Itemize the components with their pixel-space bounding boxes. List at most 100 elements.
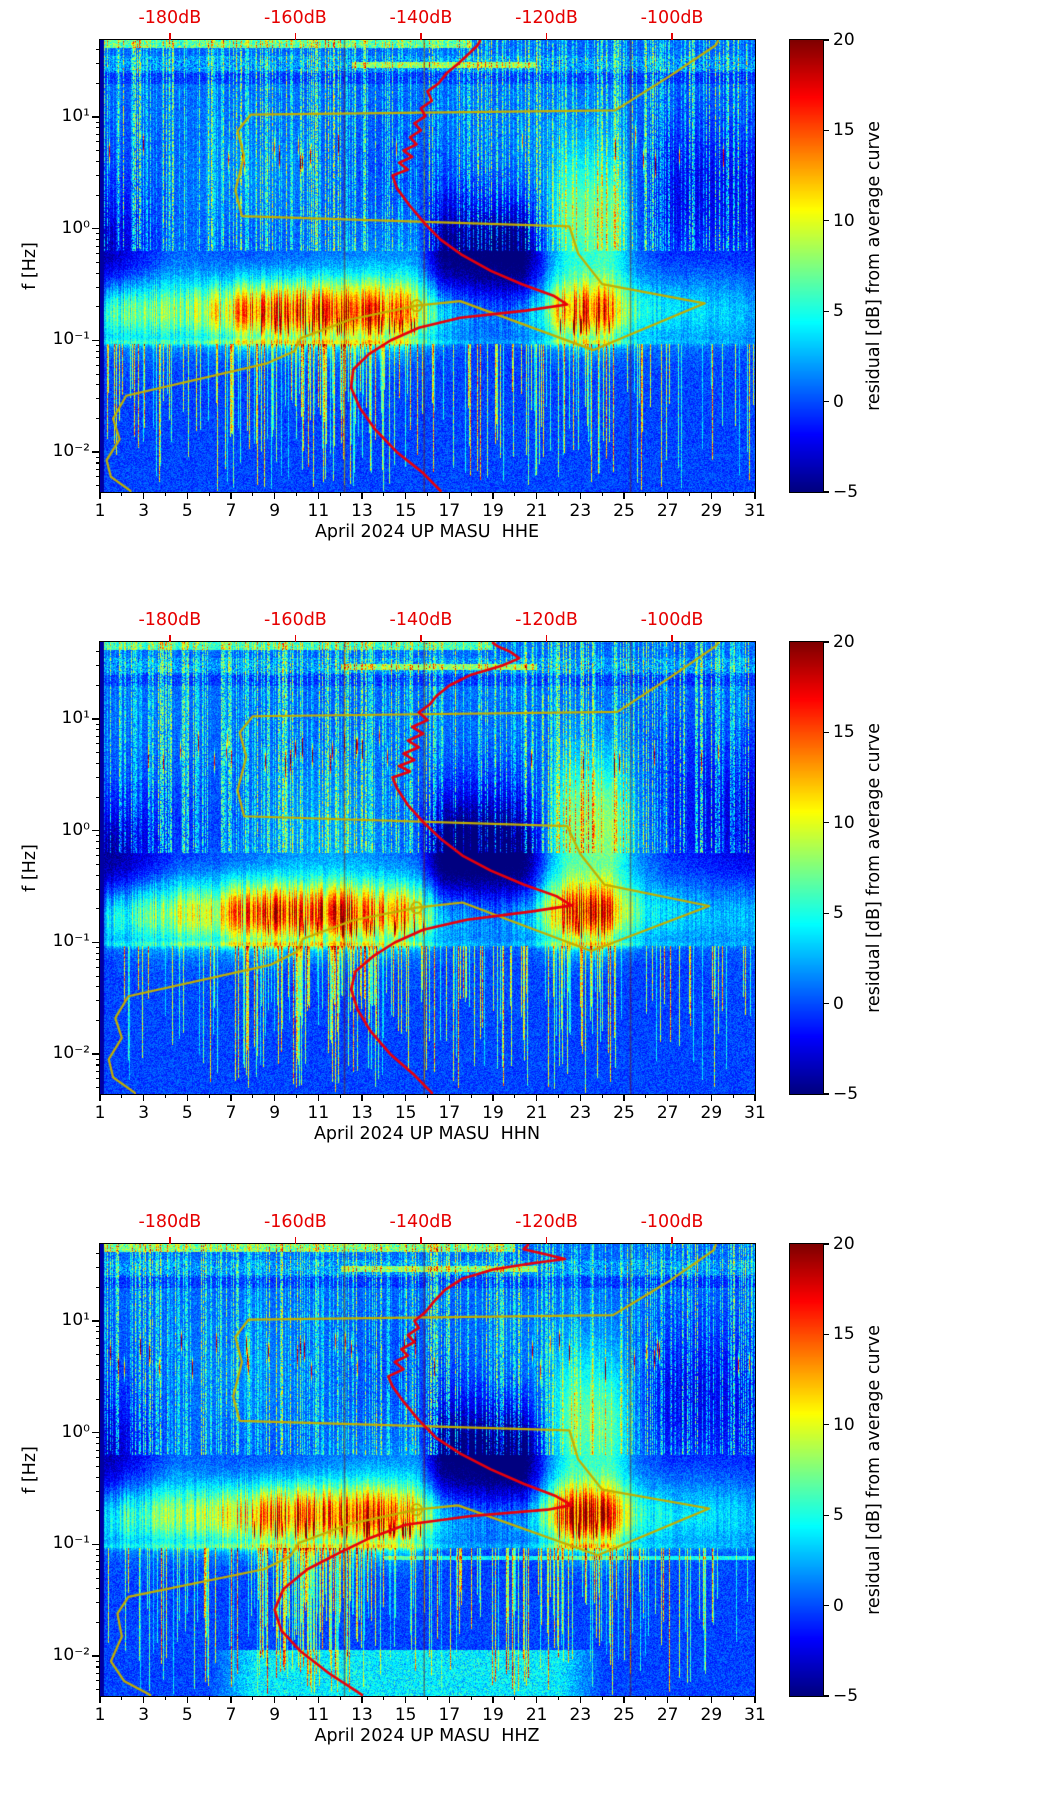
x-tick [492, 1094, 494, 1101]
top-db-tick [545, 635, 548, 642]
y-minor-tick [96, 1554, 100, 1556]
y-minor-tick [96, 63, 100, 65]
x-tick-label: 3 [138, 501, 150, 521]
y-tick-label: 10⁻² [52, 1645, 90, 1666]
y-minor-tick [96, 841, 100, 843]
y-minor-tick [96, 1437, 100, 1439]
x-tick-label: 29 [700, 501, 723, 521]
x-tick-label: 9 [269, 1705, 281, 1725]
y-minor-tick [96, 966, 100, 968]
x-tick-label: 17 [438, 1705, 461, 1725]
y-minor-tick [96, 1364, 100, 1367]
y-minor-tick [96, 1354, 100, 1356]
x-minor-tick [732, 1696, 734, 1700]
top-db-label: -180dB [138, 8, 202, 28]
x-tick-label: 5 [181, 501, 193, 521]
x-tick-label: 13 [351, 501, 373, 521]
top-db-tick [545, 33, 548, 40]
x-minor-tick [426, 492, 429, 496]
x-tick [230, 1094, 232, 1101]
x-tick-label: 15 [394, 1705, 417, 1725]
y-minor-tick [96, 952, 100, 954]
y-minor-tick [96, 345, 100, 347]
top-db-tick [420, 1237, 422, 1244]
x-tick [142, 1696, 145, 1703]
x-tick-label: 1 [94, 1103, 106, 1123]
spectrogram-canvas [100, 1244, 755, 1696]
y-minor-tick [96, 1000, 100, 1002]
y-tick [92, 1320, 100, 1322]
y-minor-tick [96, 141, 100, 143]
x-minor-tick [295, 492, 298, 496]
y-tick-label: 10⁰ [61, 1421, 90, 1442]
top-db-tick [169, 33, 171, 40]
x-minor-tick [470, 492, 472, 496]
x-minor-tick [732, 1094, 734, 1098]
x-axis-label: April 2024 UP MASU HHN [313, 1124, 541, 1144]
colorbar-canvas [790, 1244, 823, 1696]
x-tick-label: 9 [269, 1103, 281, 1123]
y-minor-tick [96, 233, 100, 235]
x-tick-label: 23 [569, 1705, 592, 1725]
colorbar-tick [824, 822, 829, 824]
x-tick-label: 3 [138, 1103, 150, 1123]
y-minor-tick [96, 762, 100, 765]
y-tick-label: 10⁰ [61, 217, 90, 238]
x-minor-tick [208, 1696, 210, 1700]
x-tick [361, 1094, 363, 1101]
x-axis-label: April 2024 UP MASU HHZ [314, 1726, 540, 1746]
y-minor-tick [96, 1672, 100, 1675]
x-tick [535, 1094, 538, 1101]
top-db-tick [545, 1237, 548, 1244]
x-minor-tick [688, 1094, 691, 1098]
x-tick-label: 29 [700, 1705, 723, 1725]
y-tick-label: 10⁻² [52, 441, 90, 462]
colorbar-tick-label: 0 [833, 1595, 844, 1616]
y-minor-tick [96, 651, 100, 653]
x-tick [142, 492, 145, 499]
x-tick [230, 1696, 232, 1703]
colorbar-tick-label: 15 [833, 1324, 855, 1345]
colorbar-tick [824, 1695, 829, 1697]
y-minor-tick [96, 133, 100, 135]
x-tick [492, 492, 494, 499]
x-tick-label: 19 [482, 1103, 504, 1123]
x-tick-label: 7 [225, 1103, 237, 1123]
top-db-label: -180dB [138, 1212, 202, 1232]
x-minor-tick [383, 492, 385, 496]
colorbar-tick [824, 1333, 829, 1336]
y-minor-tick [96, 1087, 100, 1089]
x-tick-label: 13 [351, 1705, 373, 1725]
x-minor-tick [164, 492, 167, 496]
x-minor-tick [121, 492, 123, 496]
x-tick [404, 492, 407, 499]
colorbar-tick [824, 641, 829, 643]
x-tick [317, 1094, 320, 1101]
y-minor-tick [96, 986, 100, 988]
colorbar-tick [824, 310, 829, 312]
y-minor-tick [96, 1476, 100, 1478]
y-minor-tick [96, 888, 100, 890]
y-tick-label: 10⁰ [61, 819, 90, 840]
colorbar-label: residual [dB] from average curve [864, 121, 884, 411]
y-minor-tick [96, 1070, 100, 1073]
x-minor-tick [732, 492, 734, 496]
x-minor-tick [557, 1094, 560, 1098]
y-minor-tick [96, 723, 100, 725]
x-tick-label: 11 [307, 501, 330, 521]
y-minor-tick [96, 835, 100, 837]
y-minor-tick [96, 1337, 100, 1339]
colorbar-tick-label: 20 [833, 30, 855, 50]
y-tick [92, 339, 100, 342]
y-minor-tick [96, 684, 100, 686]
colorbar-tick-label: 5 [833, 301, 844, 322]
x-minor-tick [470, 1696, 472, 1700]
y-minor-tick [96, 160, 100, 163]
x-tick-label: 17 [438, 1103, 461, 1123]
y-minor-tick [96, 239, 100, 241]
x-minor-tick [339, 1094, 341, 1098]
top-db-label: -180dB [138, 610, 202, 630]
colorbar-tick [824, 1002, 829, 1005]
x-minor-tick [688, 1696, 691, 1700]
y-minor-tick [96, 462, 100, 464]
